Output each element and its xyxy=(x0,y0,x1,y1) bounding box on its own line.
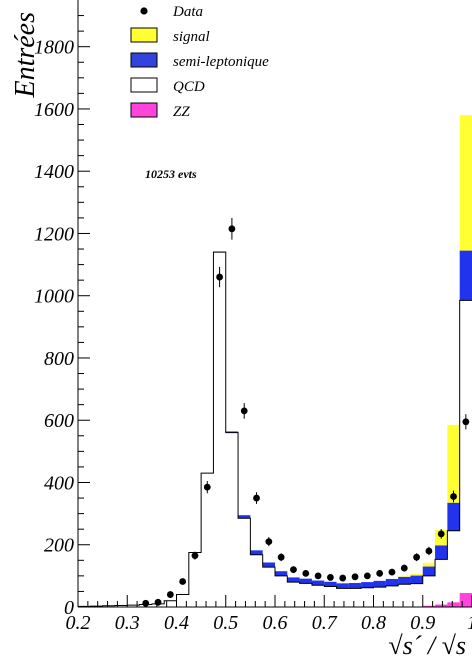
semi-leptonique-bar xyxy=(348,583,362,589)
data-point xyxy=(462,418,470,426)
y-tick-label: 1800 xyxy=(34,37,74,59)
semi-leptonique-bar xyxy=(311,580,325,586)
y-tick-label: 0 xyxy=(64,597,74,619)
data-point xyxy=(228,225,236,233)
signal-bar xyxy=(459,115,472,251)
semi-leptonique-bar xyxy=(262,562,275,568)
data-point xyxy=(265,538,273,546)
legend-label: signal xyxy=(173,29,210,45)
legend-zz-swatch xyxy=(130,102,158,118)
semi-leptonique-bar xyxy=(385,578,399,586)
semi-leptonique-bar xyxy=(410,575,423,584)
legend: Data signal semi-leptonique QCD ZZ xyxy=(130,4,269,120)
data-point xyxy=(154,598,162,606)
data-point xyxy=(216,273,223,281)
data-point xyxy=(179,578,187,585)
data-point xyxy=(437,530,445,538)
data-point xyxy=(339,574,347,582)
stacked-histogram xyxy=(213,115,472,607)
data-point xyxy=(351,573,359,581)
signal-bar xyxy=(447,424,460,503)
legend-label: QCD xyxy=(173,79,205,95)
y-tick-labels: 0 200 400 600 800 1000 1200 1400 1600 1800 xyxy=(34,37,74,619)
signal-bar xyxy=(398,576,411,577)
semi-leptonique-bar xyxy=(336,583,349,589)
semi-leptonique-bar xyxy=(398,576,411,585)
axes xyxy=(77,0,472,608)
data-point xyxy=(203,483,211,491)
y-tick-label: 1000 xyxy=(34,286,74,308)
legend-label: semi-leptonique xyxy=(173,54,269,70)
legend-semi-leptonique-swatch xyxy=(130,52,158,68)
semi-leptonique-bar xyxy=(287,577,300,583)
x-tick-label: 0.6 xyxy=(263,612,288,634)
y-axis-label: Entrées xyxy=(10,12,41,99)
data-point xyxy=(253,494,260,502)
data-point xyxy=(450,493,457,500)
zz-bar xyxy=(435,604,448,607)
semi-leptonique-bar xyxy=(435,545,448,560)
x-tick-label: 1 xyxy=(467,612,472,634)
data-point xyxy=(327,574,334,581)
x-tick-label: 0.8 xyxy=(361,612,386,634)
data-point xyxy=(388,568,396,576)
semi-leptonique-bar xyxy=(422,566,436,576)
x-tick-label: 0.3 xyxy=(115,612,140,634)
legend-data-marker xyxy=(140,7,148,15)
semi-leptonique-bar xyxy=(324,581,337,587)
data-point xyxy=(290,566,297,574)
legend-qcd-swatch xyxy=(130,77,158,93)
x-tick-label: 0.5 xyxy=(213,612,238,634)
data-points xyxy=(142,217,470,607)
semi-leptonique-bar xyxy=(238,515,251,519)
semi-leptonique-bar xyxy=(225,431,239,433)
y-tick-label: 200 xyxy=(44,535,74,557)
data-point xyxy=(376,569,384,577)
y-tick-label: 600 xyxy=(44,410,74,432)
qcd-histogram-line xyxy=(78,251,472,607)
semi-leptonique-bar xyxy=(361,582,374,588)
y-tick-label: 1400 xyxy=(34,161,74,183)
y-tick-label: 1200 xyxy=(34,223,74,245)
zz-bar xyxy=(447,602,460,607)
semi-leptonique-bar xyxy=(447,502,460,531)
semi-leptonique-bar xyxy=(275,571,288,576)
data-point xyxy=(302,569,310,577)
y-tick-label: 800 xyxy=(44,348,74,370)
data-point xyxy=(314,572,322,580)
zz-bar xyxy=(422,605,436,607)
data-point xyxy=(413,553,420,561)
semi-leptonique-bar xyxy=(250,550,263,555)
data-point xyxy=(191,552,199,560)
event-count-annotation: 10253 evts xyxy=(145,167,197,181)
qcd-outline xyxy=(78,251,472,607)
data-point xyxy=(425,547,433,555)
x-tick-label: 0.9 xyxy=(410,612,435,634)
semi-leptonique-bar xyxy=(373,580,386,588)
data-point xyxy=(277,553,285,561)
legend-signal-swatch xyxy=(130,27,158,43)
data-point xyxy=(400,564,408,572)
signal-bar xyxy=(422,562,436,567)
data-point xyxy=(166,591,174,598)
y-tick-label: 400 xyxy=(44,472,74,494)
semi-leptonique-bar xyxy=(459,250,472,301)
zz-bar xyxy=(459,592,472,607)
data-point xyxy=(240,407,248,415)
signal-bar xyxy=(410,574,423,576)
legend-label: ZZ xyxy=(173,104,190,120)
x-tick-label: 0.2 xyxy=(66,612,91,634)
x-tick-label: 0.4 xyxy=(164,612,189,634)
legend-label: Data xyxy=(172,4,203,20)
semi-leptonique-bar xyxy=(299,578,312,584)
y-tick-label: 1600 xyxy=(34,99,74,121)
data-point xyxy=(363,572,371,580)
data-point xyxy=(142,599,150,607)
x-tick-labels: 0.2 0.3 0.4 0.5 0.6 0.7 0.8 0.9 1 xyxy=(66,612,472,634)
x-tick-label: 0.7 xyxy=(312,612,338,634)
x-axis-label: √s´ / √s xyxy=(388,631,466,660)
